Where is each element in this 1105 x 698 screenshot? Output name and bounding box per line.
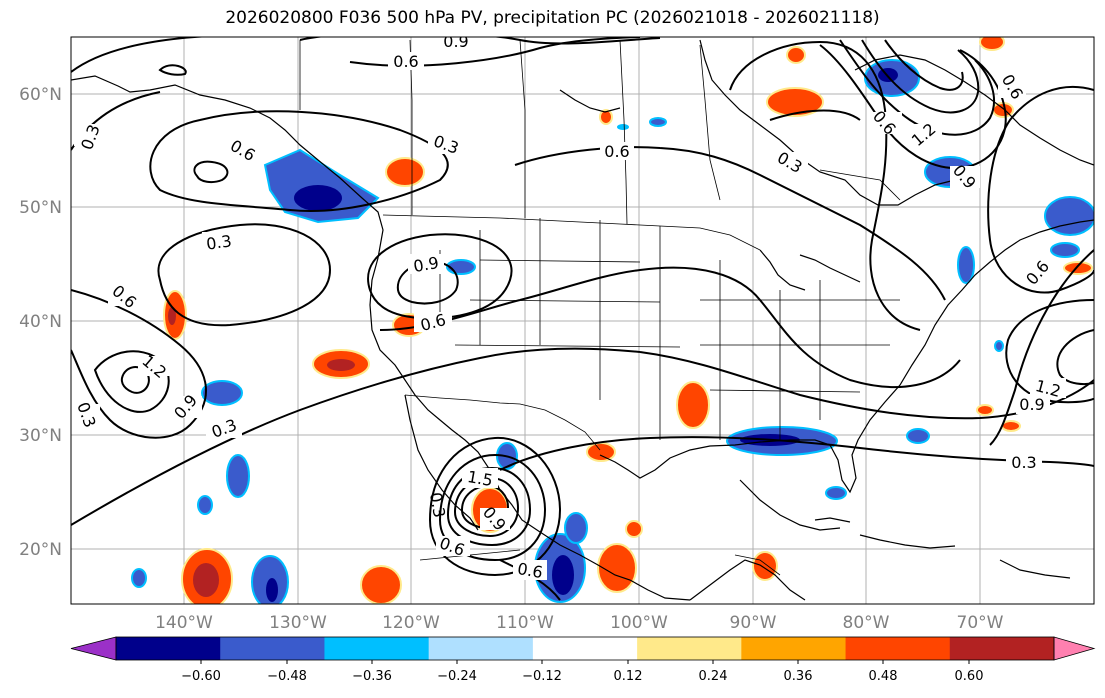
map-title: 2026020800 F036 500 hPa PV, precipitatio… — [225, 8, 880, 28]
contour-label: 0.3 — [426, 491, 449, 519]
contour-label: 0.6 — [516, 559, 544, 582]
colorbar-extend-low — [70, 636, 117, 661]
contour-label: 0.6 — [393, 52, 418, 71]
contour-label: 1.5 — [466, 467, 494, 490]
colorbar-bin — [949, 637, 1055, 660]
contour-labels: 0.9 0.6 0.3 0.6 0.3 0.6 0.3 0.6 1.2 0.9 … — [72, 32, 1066, 582]
colorbar-segments — [70, 636, 1096, 661]
map-frame — [70, 36, 1095, 605]
lat-label: 40°N — [19, 312, 62, 332]
lat-label: 20°N — [19, 540, 62, 560]
lat-label: 30°N — [19, 426, 62, 446]
colorbar-bin — [532, 637, 638, 660]
latitude-labels: 60°N 50°N 40°N 30°N 20°N — [19, 85, 62, 560]
colorbar-tick-label: −0.36 — [352, 669, 392, 684]
colorbar-ticks: −0.60 −0.48 −0.36 −0.24 −0.12 0.12 0.24 … — [181, 660, 983, 684]
colorbar-frame — [115, 636, 1055, 661]
lat-label: 50°N — [19, 198, 62, 218]
colorbar-tick-label: 0.24 — [699, 669, 728, 684]
longitude-labels: 140°W 130°W 120°W 110°W 100°W 90°W 80°W … — [155, 613, 1004, 633]
colorbar-bin — [324, 637, 430, 660]
lon-label: 100°W — [610, 613, 668, 633]
lon-label: 140°W — [155, 613, 213, 633]
precip-negative-shading — [131, 59, 1094, 604]
political-borders — [299, 39, 901, 576]
colorbar-tick-label: 0.36 — [784, 669, 813, 684]
colorbar-tick-label: 0.48 — [869, 669, 898, 684]
colorbar-bin — [116, 637, 221, 660]
lon-label: 80°W — [843, 613, 890, 633]
colorbar-bin — [428, 637, 534, 660]
colorbar-tick-label: −0.48 — [267, 669, 307, 684]
colorbar-bin — [741, 637, 847, 660]
colorbar-tick-label: −0.12 — [522, 669, 562, 684]
contour-label: 0.6 — [604, 142, 629, 161]
colorbar-bin — [220, 637, 325, 660]
colorbar-bin — [845, 637, 951, 660]
colorbar: −0.60 −0.48 −0.36 −0.24 −0.12 0.12 0.24 … — [70, 636, 1096, 684]
colorbar-tick-label: −0.60 — [181, 669, 221, 684]
lon-label: 110°W — [496, 613, 554, 633]
lon-label: 120°W — [382, 613, 440, 633]
contour-label: 0.9 — [1019, 395, 1044, 414]
lon-label: 90°W — [730, 613, 777, 633]
pv-contours — [71, 37, 1094, 601]
lon-label: 130°W — [269, 613, 327, 633]
lon-label: 70°W — [957, 613, 1004, 633]
colorbar-tick-label: −0.24 — [437, 669, 477, 684]
contour-label: 0.9 — [412, 253, 440, 276]
colorbar-tick-label: 0.60 — [955, 669, 984, 684]
contour-label: 0.9 — [443, 32, 468, 51]
contour-label: 0.3 — [205, 231, 233, 253]
contour-label: 0.3 — [1011, 453, 1036, 472]
colorbar-tick-label: 0.12 — [614, 669, 643, 684]
colorbar-bin — [637, 637, 742, 660]
colorbar-extend-high — [1053, 636, 1096, 661]
lat-label: 60°N — [19, 85, 62, 105]
